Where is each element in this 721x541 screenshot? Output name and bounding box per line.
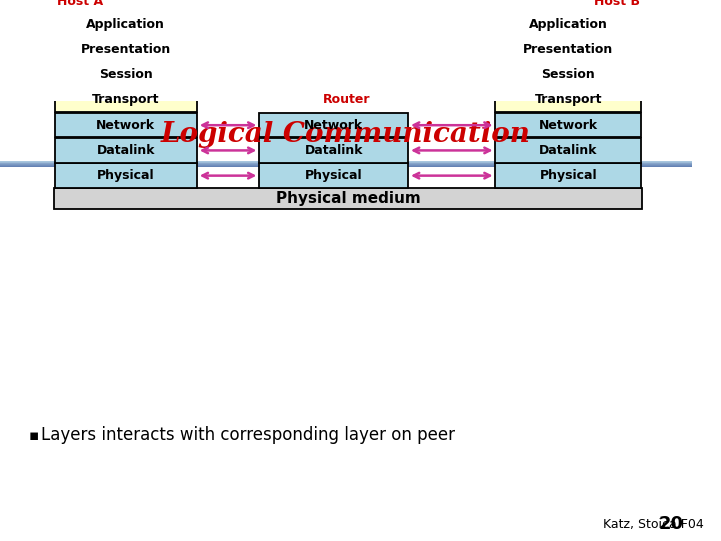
- Bar: [55, 88, 197, 112]
- Bar: [0, 162, 692, 163]
- Bar: [0, 164, 692, 165]
- Bar: [495, 113, 642, 137]
- Bar: [495, 138, 642, 163]
- Text: Presentation: Presentation: [81, 43, 171, 56]
- Bar: [0, 161, 692, 162]
- Text: Presentation: Presentation: [523, 43, 614, 56]
- Text: Datalink: Datalink: [304, 144, 363, 157]
- Text: Router: Router: [322, 94, 370, 107]
- Text: Layers interacts with corresponding layer on peer: Layers interacts with corresponding laye…: [41, 426, 455, 444]
- Text: Application: Application: [87, 18, 165, 31]
- Bar: [55, 12, 197, 36]
- Text: 20: 20: [659, 515, 684, 533]
- Bar: [495, 37, 642, 62]
- Text: Physical: Physical: [539, 169, 597, 182]
- Bar: [55, 163, 197, 188]
- Bar: [55, 37, 197, 62]
- Text: Datalink: Datalink: [539, 144, 598, 157]
- Text: Network: Network: [539, 118, 598, 131]
- Text: Katz, Stoica F04: Katz, Stoica F04: [603, 518, 704, 531]
- Text: Network: Network: [96, 118, 155, 131]
- Bar: [55, 113, 197, 137]
- Bar: [495, 12, 642, 36]
- Text: Application: Application: [529, 18, 608, 31]
- Text: Physical: Physical: [305, 169, 363, 182]
- Bar: [495, 88, 642, 112]
- Bar: [55, 138, 197, 163]
- Text: Session: Session: [99, 68, 153, 81]
- Text: Datalink: Datalink: [97, 144, 155, 157]
- Bar: [495, 163, 642, 188]
- Bar: [0, 165, 692, 166]
- Text: Physical medium: Physical medium: [275, 191, 420, 206]
- Text: Host B: Host B: [593, 0, 640, 8]
- Text: Transport: Transport: [92, 94, 159, 107]
- Bar: [54, 188, 642, 209]
- Bar: [260, 163, 408, 188]
- Text: Host A: Host A: [57, 0, 103, 8]
- Bar: [260, 113, 408, 137]
- Text: Network: Network: [304, 118, 363, 131]
- Bar: [55, 63, 197, 87]
- Bar: [0, 166, 692, 167]
- Bar: [0, 163, 692, 164]
- Text: Transport: Transport: [535, 94, 602, 107]
- Bar: [260, 138, 408, 163]
- Text: Logical Communication: Logical Communication: [161, 121, 531, 148]
- Bar: [495, 63, 642, 87]
- Text: Session: Session: [541, 68, 596, 81]
- Text: ▪: ▪: [29, 428, 39, 443]
- Text: Physical: Physical: [97, 169, 154, 182]
